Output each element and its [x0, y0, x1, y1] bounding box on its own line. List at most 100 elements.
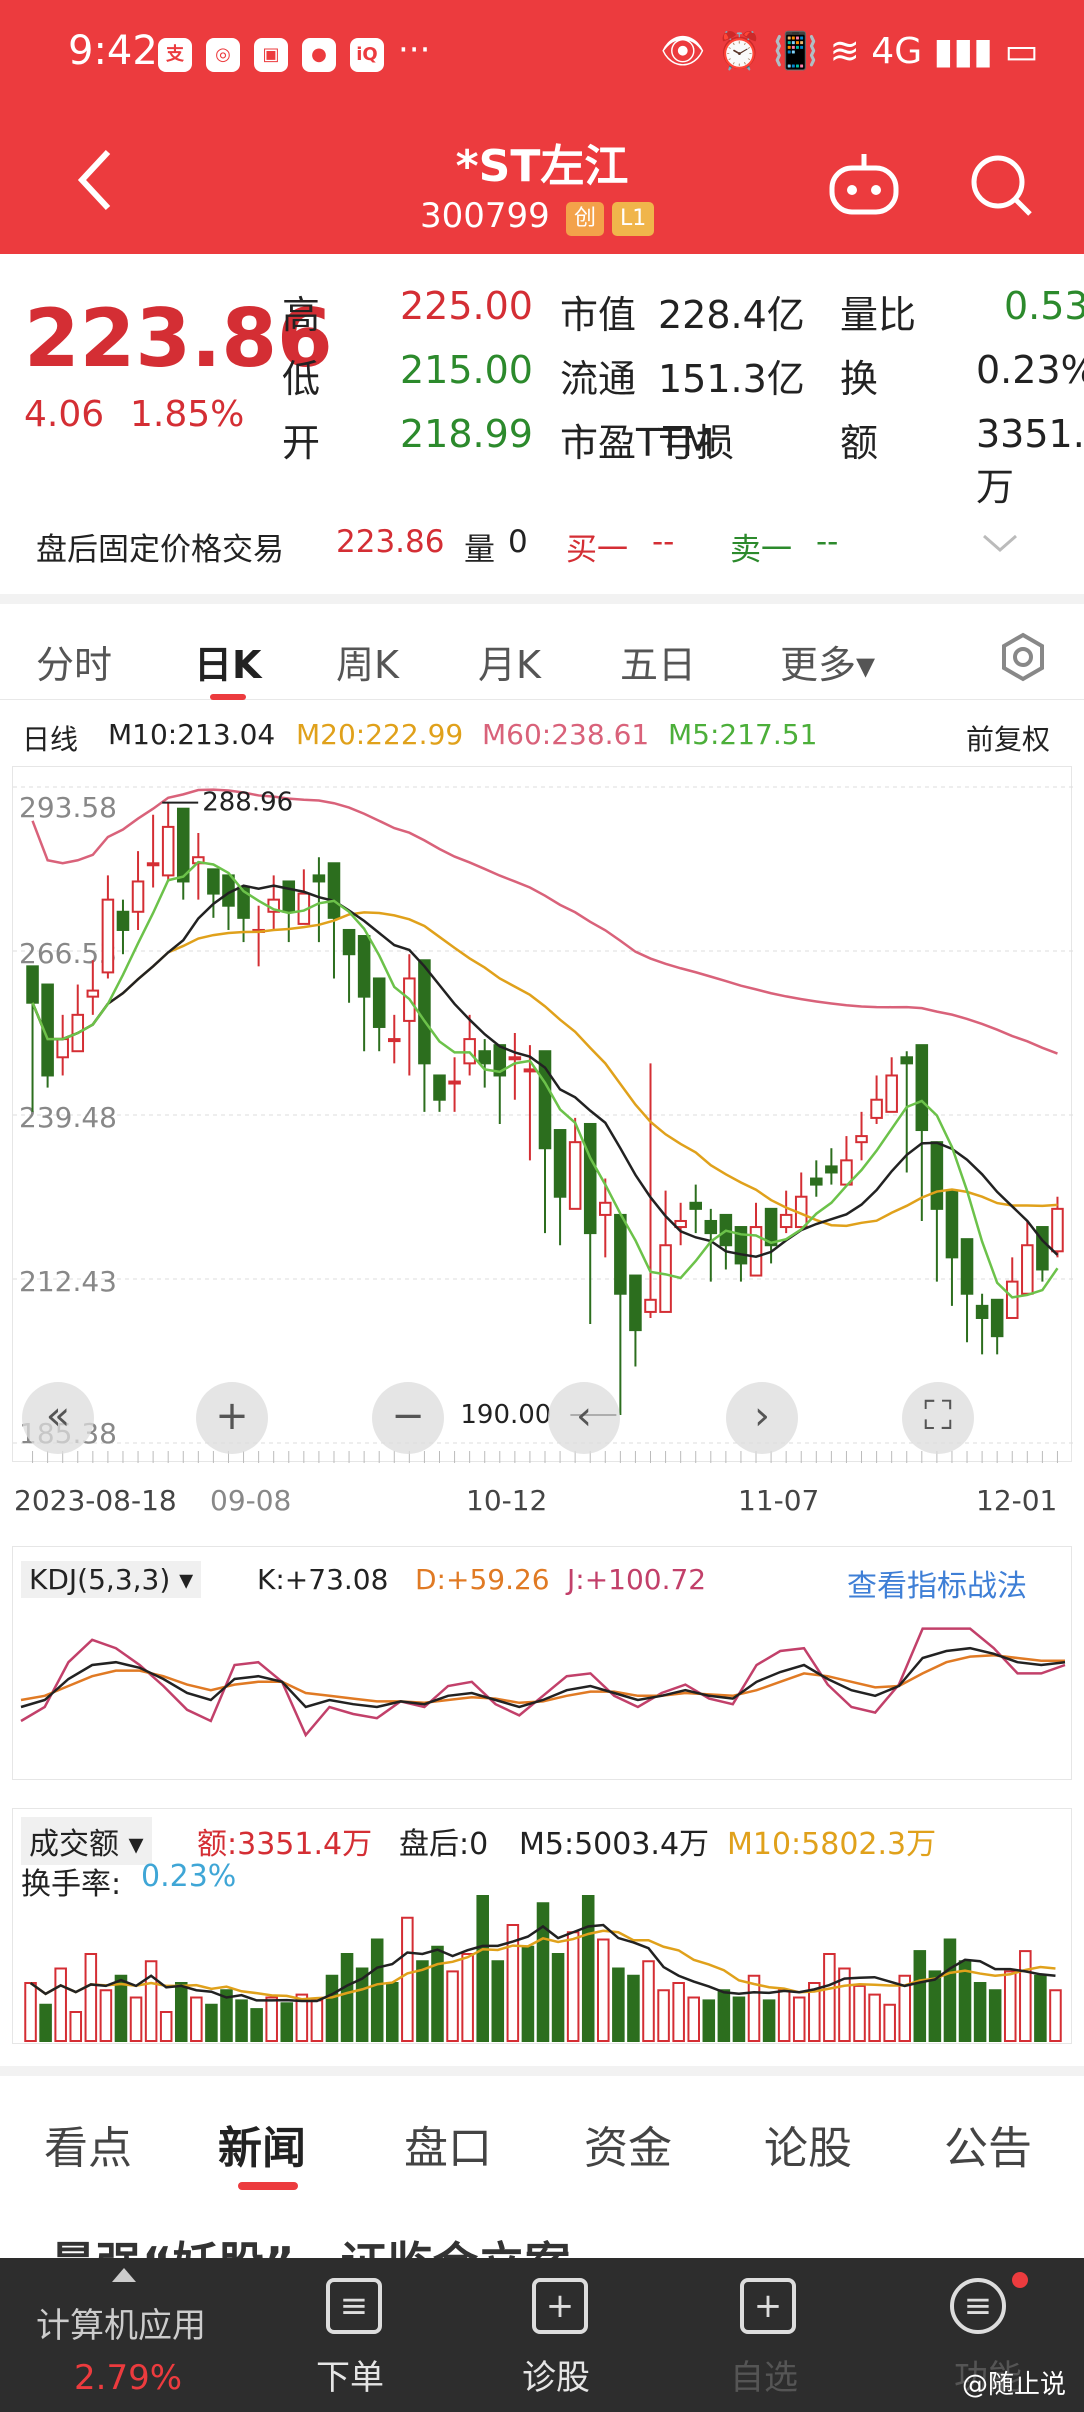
- quote-value: 215.00: [400, 348, 533, 392]
- candle-body: [56, 1038, 69, 1059]
- chevron-down-icon[interactable]: [980, 528, 1020, 558]
- candle-body: [312, 874, 326, 883]
- zoom-in-button[interactable]: +: [196, 1382, 268, 1454]
- after-hours-label: 盘后固定价格交易: [36, 532, 284, 568]
- nav-watchlist[interactable]: 自选: [730, 2358, 798, 2398]
- candle-body: [327, 862, 341, 919]
- tab-more[interactable]: 更多▾: [780, 643, 876, 687]
- ma60-value: M60:238.61: [482, 718, 650, 751]
- sector-change: 2.79%: [74, 2358, 183, 2398]
- candle-body: [599, 1201, 612, 1216]
- quote-value: 0.23%: [976, 348, 1084, 392]
- candle-body: [131, 880, 145, 913]
- menu-icon[interactable]: ≡: [950, 2278, 1006, 2334]
- nav-order[interactable]: 下单: [316, 2358, 384, 2398]
- alipay-icon: 支: [158, 38, 192, 72]
- order-icon[interactable]: ≡: [326, 2278, 382, 2334]
- turnover-bar: [521, 1945, 535, 2042]
- kline-panel[interactable]: 293.58266.53239.48212.43185.38288.96190.…: [12, 766, 1073, 1463]
- turnover-m5-line: [29, 1923, 1056, 2003]
- fullscreen-button[interactable]: ⛶: [902, 1382, 974, 1454]
- candle-body: [1036, 1226, 1049, 1271]
- scroll-left-button[interactable]: ‹: [548, 1382, 620, 1454]
- turnover-bar: [386, 1982, 399, 2042]
- add-watchlist-icon[interactable]: +: [740, 2278, 796, 2334]
- expand-up-icon[interactable]: [112, 2268, 136, 2282]
- turnover-bar: [597, 1938, 610, 2042]
- kdj-selector[interactable]: KDJ(5,3,3) ▾: [21, 1561, 202, 1598]
- ask1-value: --: [816, 524, 839, 560]
- diagnose-icon[interactable]: +: [532, 2278, 588, 2334]
- tab-intraday[interactable]: 分时: [36, 643, 113, 687]
- zoom-out-button[interactable]: −: [372, 1382, 444, 1454]
- quote-label: 额: [840, 421, 879, 465]
- turnover-bar: [159, 2011, 173, 2042]
- turnover-panel[interactable]: 成交额 ▾ 额:3351.4万 盘后:0 M5:5003.4万 M10:5802…: [12, 1808, 1072, 2044]
- tab-five-day[interactable]: 五日: [620, 643, 697, 687]
- turnover-bar: [551, 1953, 565, 2042]
- quote-label: 流通: [560, 357, 637, 401]
- candle-body: [870, 1098, 883, 1119]
- kdj-panel[interactable]: KDJ(5,3,3) ▾ K:+73.08 D:+59.26 J:+100.72…: [12, 1546, 1072, 1780]
- tab-highlights[interactable]: 看点: [44, 2123, 132, 2174]
- candle-body: [523, 1068, 537, 1073]
- tab-news[interactable]: 新闻: [218, 2123, 306, 2174]
- candle-body: [779, 1213, 793, 1229]
- min-price-label: 190.00: [460, 1400, 551, 1430]
- after-hours-row[interactable]: 盘后固定价格交易 223.86 量 0 买一 -- 卖一 --: [0, 494, 1084, 594]
- turnover-m10: M10:5802.3万: [727, 1827, 937, 1862]
- tab-daily-k[interactable]: 日K: [194, 643, 262, 687]
- ma20-value: M20:222.99: [296, 718, 464, 751]
- sector-name[interactable]: 计算机应用: [36, 2306, 206, 2346]
- adjust-mode[interactable]: 前复权: [966, 723, 1051, 756]
- tab-fund-flow[interactable]: 资金: [584, 2123, 672, 2174]
- divider: [0, 594, 1084, 604]
- ma10-line: [31, 884, 1059, 1259]
- turnover-bar: [401, 1916, 414, 2042]
- tab-weekly-k[interactable]: 周K: [336, 643, 399, 687]
- candle-body: [433, 1074, 446, 1101]
- stock-name: *ST左江: [455, 141, 629, 192]
- tab-indicator: [238, 2182, 298, 2190]
- turnover-m10-line: [29, 1929, 1056, 2001]
- back-icon: [77, 149, 111, 211]
- candle-body: [960, 1238, 974, 1295]
- kdj-d-line: [20, 1653, 1065, 1705]
- back-button[interactable]: [70, 144, 120, 214]
- turnover-bar: [476, 1895, 489, 2042]
- tab-announcements[interactable]: 公告: [944, 2123, 1032, 2174]
- kdj-chart: [20, 1627, 1066, 1738]
- stock-header: *ST左江 300799 创 L1: [0, 110, 1084, 254]
- settings-icon[interactable]: [998, 632, 1048, 682]
- bid1-value: --: [652, 524, 675, 560]
- turnover-bar: [928, 1970, 942, 2042]
- date-tick: 09-08: [210, 1484, 292, 1517]
- turnover-bar: [838, 1967, 851, 2042]
- indicator-strategy-link[interactable]: 查看指标战法: [847, 1569, 1027, 1604]
- turnover-bar: [310, 1999, 324, 2042]
- turnover-selector[interactable]: 成交额 ▾: [21, 1817, 152, 1865]
- candle-body: [372, 977, 386, 1028]
- scroll-left-far-button[interactable]: «: [22, 1382, 94, 1454]
- search-button[interactable]: [966, 150, 1036, 220]
- candle-body: [448, 1080, 461, 1085]
- turnover-bar: [446, 1970, 459, 2042]
- turnover-bar: [250, 2008, 263, 2043]
- turnover-bar: [973, 1982, 987, 2042]
- tab-monthly-k[interactable]: 月K: [478, 643, 541, 687]
- robot-assistant-button[interactable]: [826, 150, 902, 220]
- search-icon: [971, 155, 1032, 216]
- turnover-bar: [898, 1974, 912, 2042]
- nav-functions[interactable]: 功能: [954, 2358, 1022, 2398]
- tab-order-book[interactable]: 盘口: [404, 2123, 492, 2174]
- ma20-line: [31, 911, 1058, 1228]
- turnover-bar: [506, 1924, 520, 2042]
- nav-diagnose[interactable]: 诊股: [522, 2358, 590, 2398]
- tab-forum[interactable]: 论股: [764, 2123, 852, 2174]
- turnover-bar: [355, 1967, 369, 2042]
- candle-body: [945, 1189, 959, 1259]
- news-item[interactable]: 最强“妖股”，证监会立案: [0, 2186, 1084, 2266]
- quote-label: 换: [840, 357, 879, 401]
- stock-code: 300799: [420, 196, 550, 236]
- scroll-right-button[interactable]: ›: [726, 1382, 798, 1454]
